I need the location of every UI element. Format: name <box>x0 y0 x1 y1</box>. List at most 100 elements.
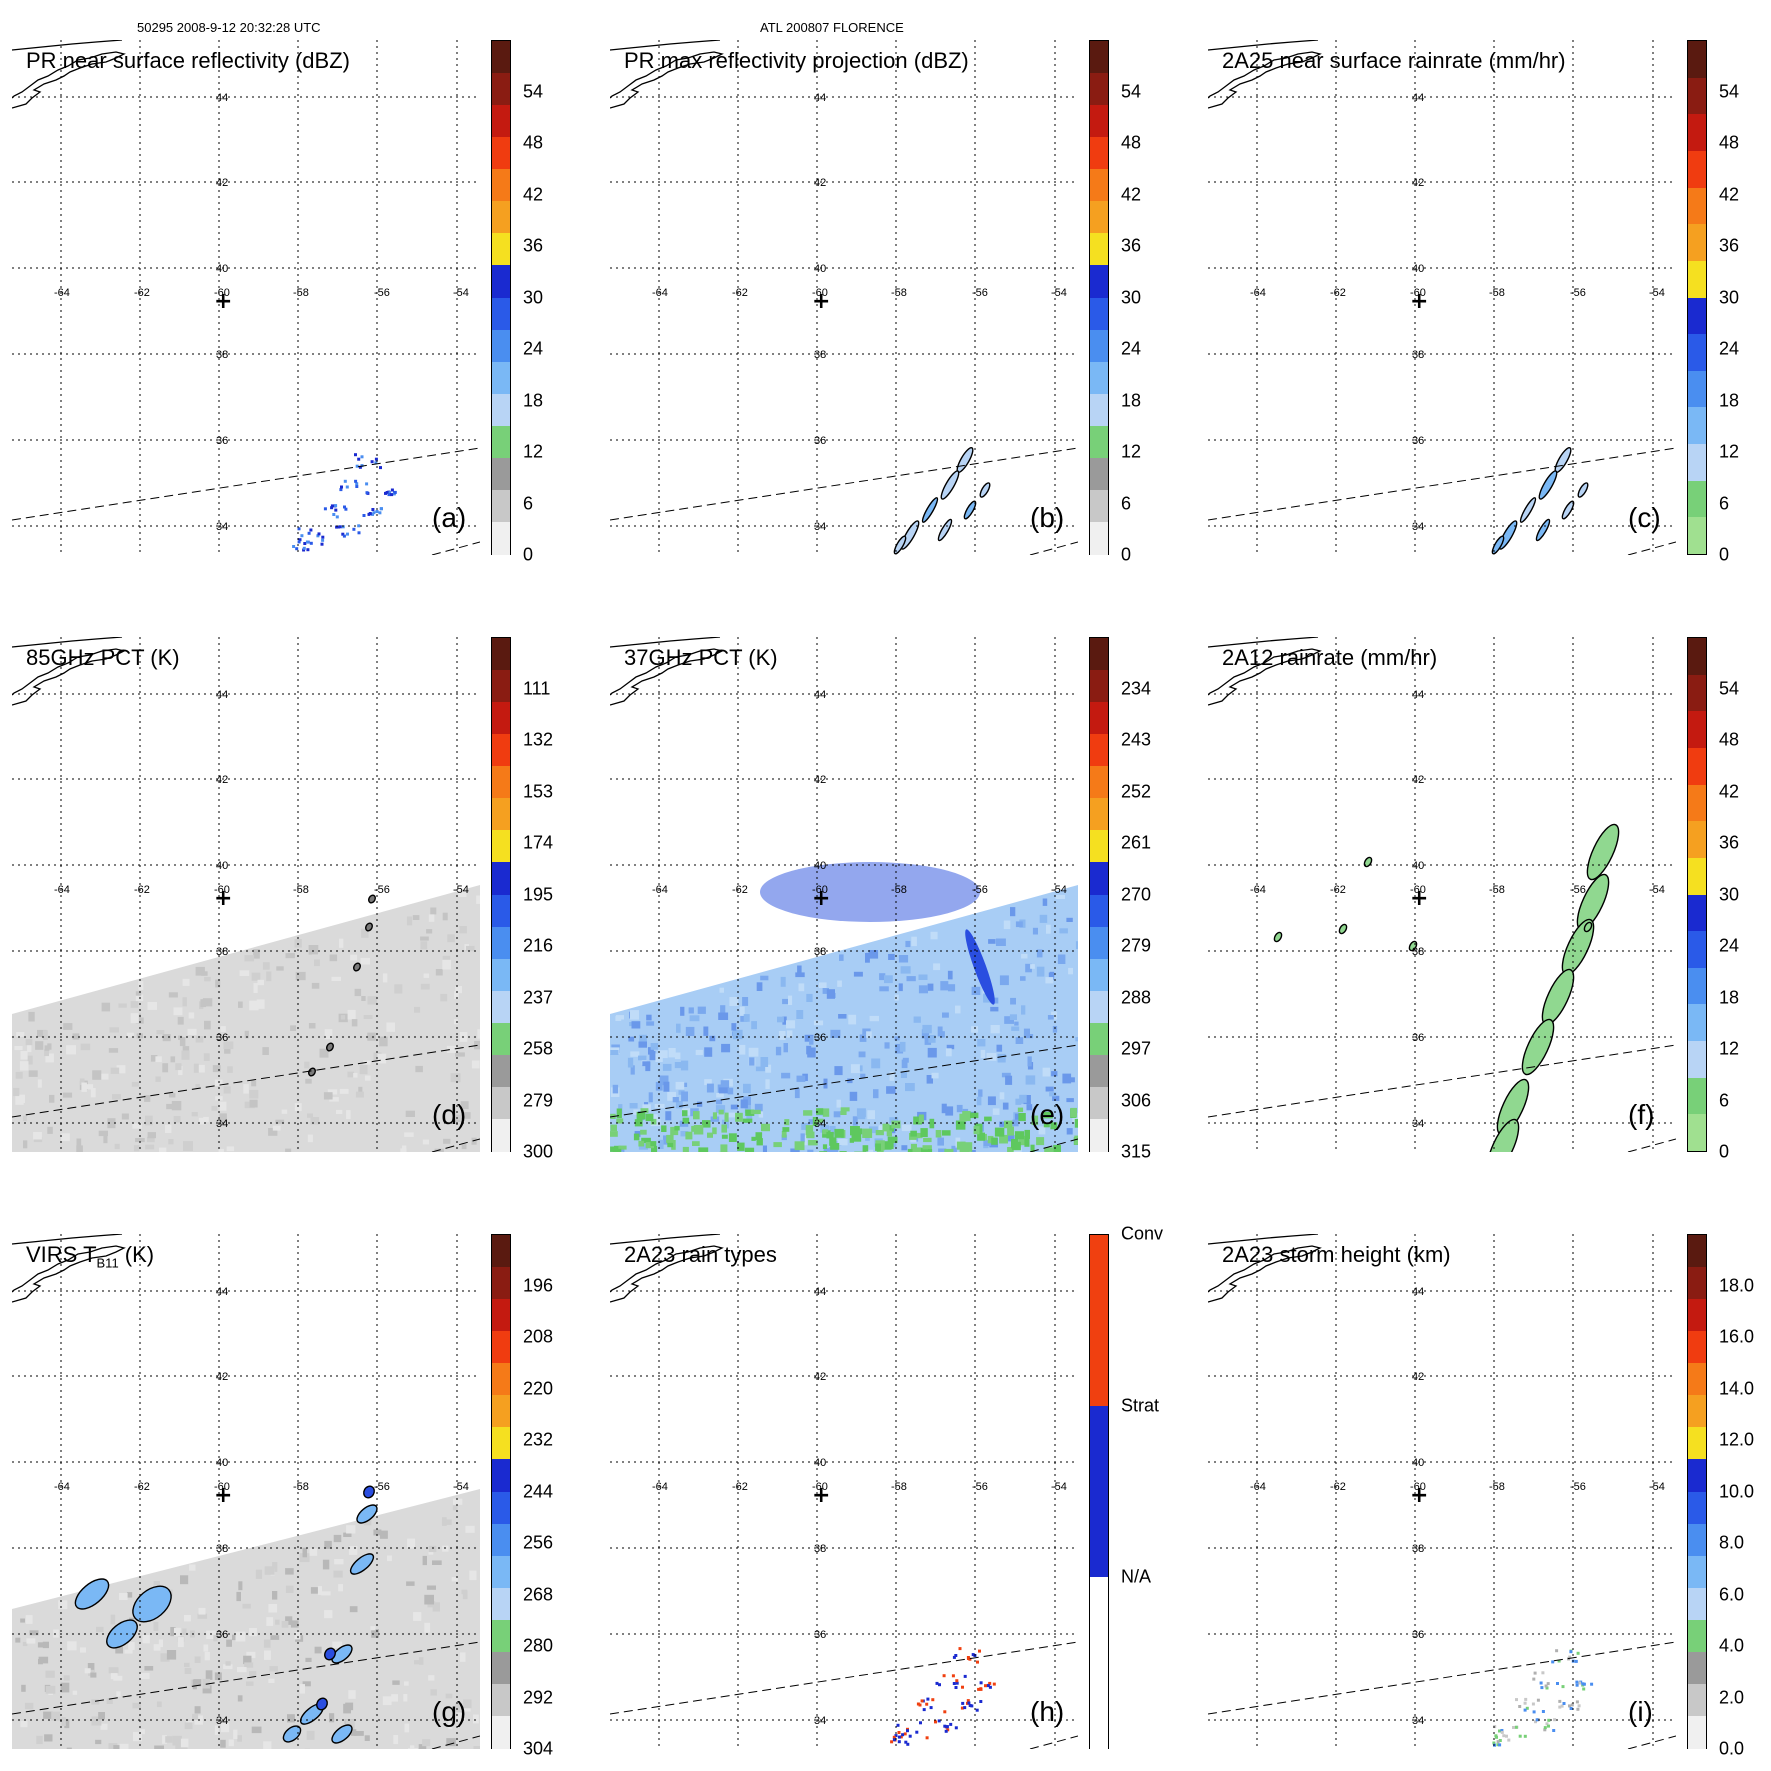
panel-title: 37GHz PCT (K) <box>624 645 778 671</box>
swath-pixel <box>310 1587 318 1594</box>
swath-pixel <box>638 1143 648 1150</box>
swath-pixel <box>281 1109 288 1114</box>
swath-pixel <box>641 1137 651 1144</box>
swath-pixel <box>60 1682 70 1693</box>
swath-pixel <box>990 1006 999 1012</box>
colorbar-segment <box>1090 638 1108 671</box>
swath-pixel <box>755 1066 766 1072</box>
swath-pixel <box>1042 1067 1050 1077</box>
swath-pixel <box>455 986 462 994</box>
swath-pixel <box>43 1711 53 1719</box>
swath-pixel <box>226 1146 235 1152</box>
rain-pixel <box>937 1719 941 1723</box>
colorbar-segment <box>1688 1491 1706 1525</box>
swath-pixel <box>170 1056 176 1063</box>
colorbar-segment <box>492 862 510 895</box>
swath-pixel <box>195 1084 200 1089</box>
swath-pixel <box>19 1061 29 1071</box>
swath-pixel <box>471 1060 480 1069</box>
rain-cell <box>324 1647 336 1661</box>
colorbar-segment <box>1688 1651 1706 1685</box>
swath-pixel <box>730 1104 738 1110</box>
rain-pixel <box>984 1684 987 1688</box>
swath-pixel <box>319 1048 329 1058</box>
swath-pixel <box>262 962 270 970</box>
header-storm-name: ATL 200807 FLORENCE <box>760 20 904 35</box>
swath-pixel <box>130 1001 139 1008</box>
rain-pixel <box>1577 1704 1581 1708</box>
swath-edge <box>1029 1735 1078 1749</box>
colorbar-segment <box>1090 489 1108 523</box>
swath-pixel <box>414 1006 421 1013</box>
swath-pixel <box>610 1131 618 1137</box>
swath-pixel <box>422 1739 431 1747</box>
swath-pixel <box>886 1130 892 1137</box>
swath-pixel <box>956 1104 963 1113</box>
swath-pixel <box>865 953 870 963</box>
colorbar-segment <box>492 1118 510 1152</box>
rain-pixel <box>1557 1659 1561 1663</box>
rain-cell <box>368 894 376 904</box>
swath-pixel <box>642 1104 651 1111</box>
swath-pixel <box>1030 1144 1035 1152</box>
swath-pixel <box>869 951 876 958</box>
rain-pixel <box>341 525 345 529</box>
rain-pixel <box>922 1708 926 1712</box>
coastline <box>1208 40 1322 109</box>
colorbar-segment <box>492 521 510 555</box>
colorbar-segment <box>1090 1235 1108 1407</box>
swath-pixel <box>794 1088 800 1099</box>
colorbar-tick-label: 48 <box>523 132 544 153</box>
swath-pixel <box>95 1739 102 1745</box>
lon-label: -60 <box>812 884 828 896</box>
swath-pixel <box>23 1140 28 1149</box>
rain-pixel <box>943 1724 947 1728</box>
rain-pixel <box>387 493 391 497</box>
swath-pixel <box>612 1148 622 1152</box>
lon-label: -64 <box>1250 1481 1266 1493</box>
swath-pixel <box>1018 1135 1026 1146</box>
swath-pixel <box>275 1619 280 1625</box>
swath-pixel <box>754 1103 763 1114</box>
colorbar-segment <box>492 734 510 767</box>
swath-pixel <box>955 1005 961 1014</box>
swath-pixel <box>756 1138 763 1146</box>
rain-pixel <box>371 512 374 516</box>
swath-pixel <box>119 1593 128 1600</box>
rain-pixel <box>344 507 348 511</box>
rain-pixel <box>346 532 349 536</box>
swath-pixel <box>244 955 255 962</box>
swath-pixel <box>202 1685 212 1694</box>
colorbar <box>1089 1234 1109 1749</box>
lon-label: -62 <box>1330 287 1346 299</box>
swath-pixel <box>650 1118 657 1125</box>
swath-pixel <box>38 1656 49 1664</box>
swath-pixel <box>888 1125 894 1132</box>
swath-pixel <box>782 998 790 1005</box>
swath-pixel <box>462 1590 468 1600</box>
swath-pixel <box>204 1651 210 1661</box>
rain-pixel <box>970 1704 974 1708</box>
swath-pixel <box>1075 1037 1078 1042</box>
colorbar-tick-label: 48 <box>1121 132 1142 153</box>
rain-pixel <box>334 504 338 508</box>
colorbar-segment <box>1688 784 1706 822</box>
swath-pixel <box>748 1047 759 1057</box>
swath-pixel <box>423 973 430 978</box>
rain-pixel <box>1569 1707 1573 1710</box>
swath-pixel <box>127 1592 133 1598</box>
lat-label-40: 40 <box>814 1457 826 1469</box>
lon-label: -54 <box>1051 884 1067 896</box>
rain-cell <box>316 1697 328 1711</box>
rain-cell <box>893 535 907 555</box>
rain-pixel <box>352 527 356 531</box>
rain-pixel <box>1544 1684 1548 1688</box>
colorbar-segment <box>492 1459 510 1492</box>
swath-pixel <box>223 1664 233 1670</box>
swath-pixel <box>370 1626 376 1631</box>
swath-pixel <box>806 993 813 1002</box>
title-text: PR max reflectivity projection (dBZ) <box>624 48 969 73</box>
swath-pixel <box>808 1119 817 1125</box>
swath-pixel <box>220 1739 226 1748</box>
